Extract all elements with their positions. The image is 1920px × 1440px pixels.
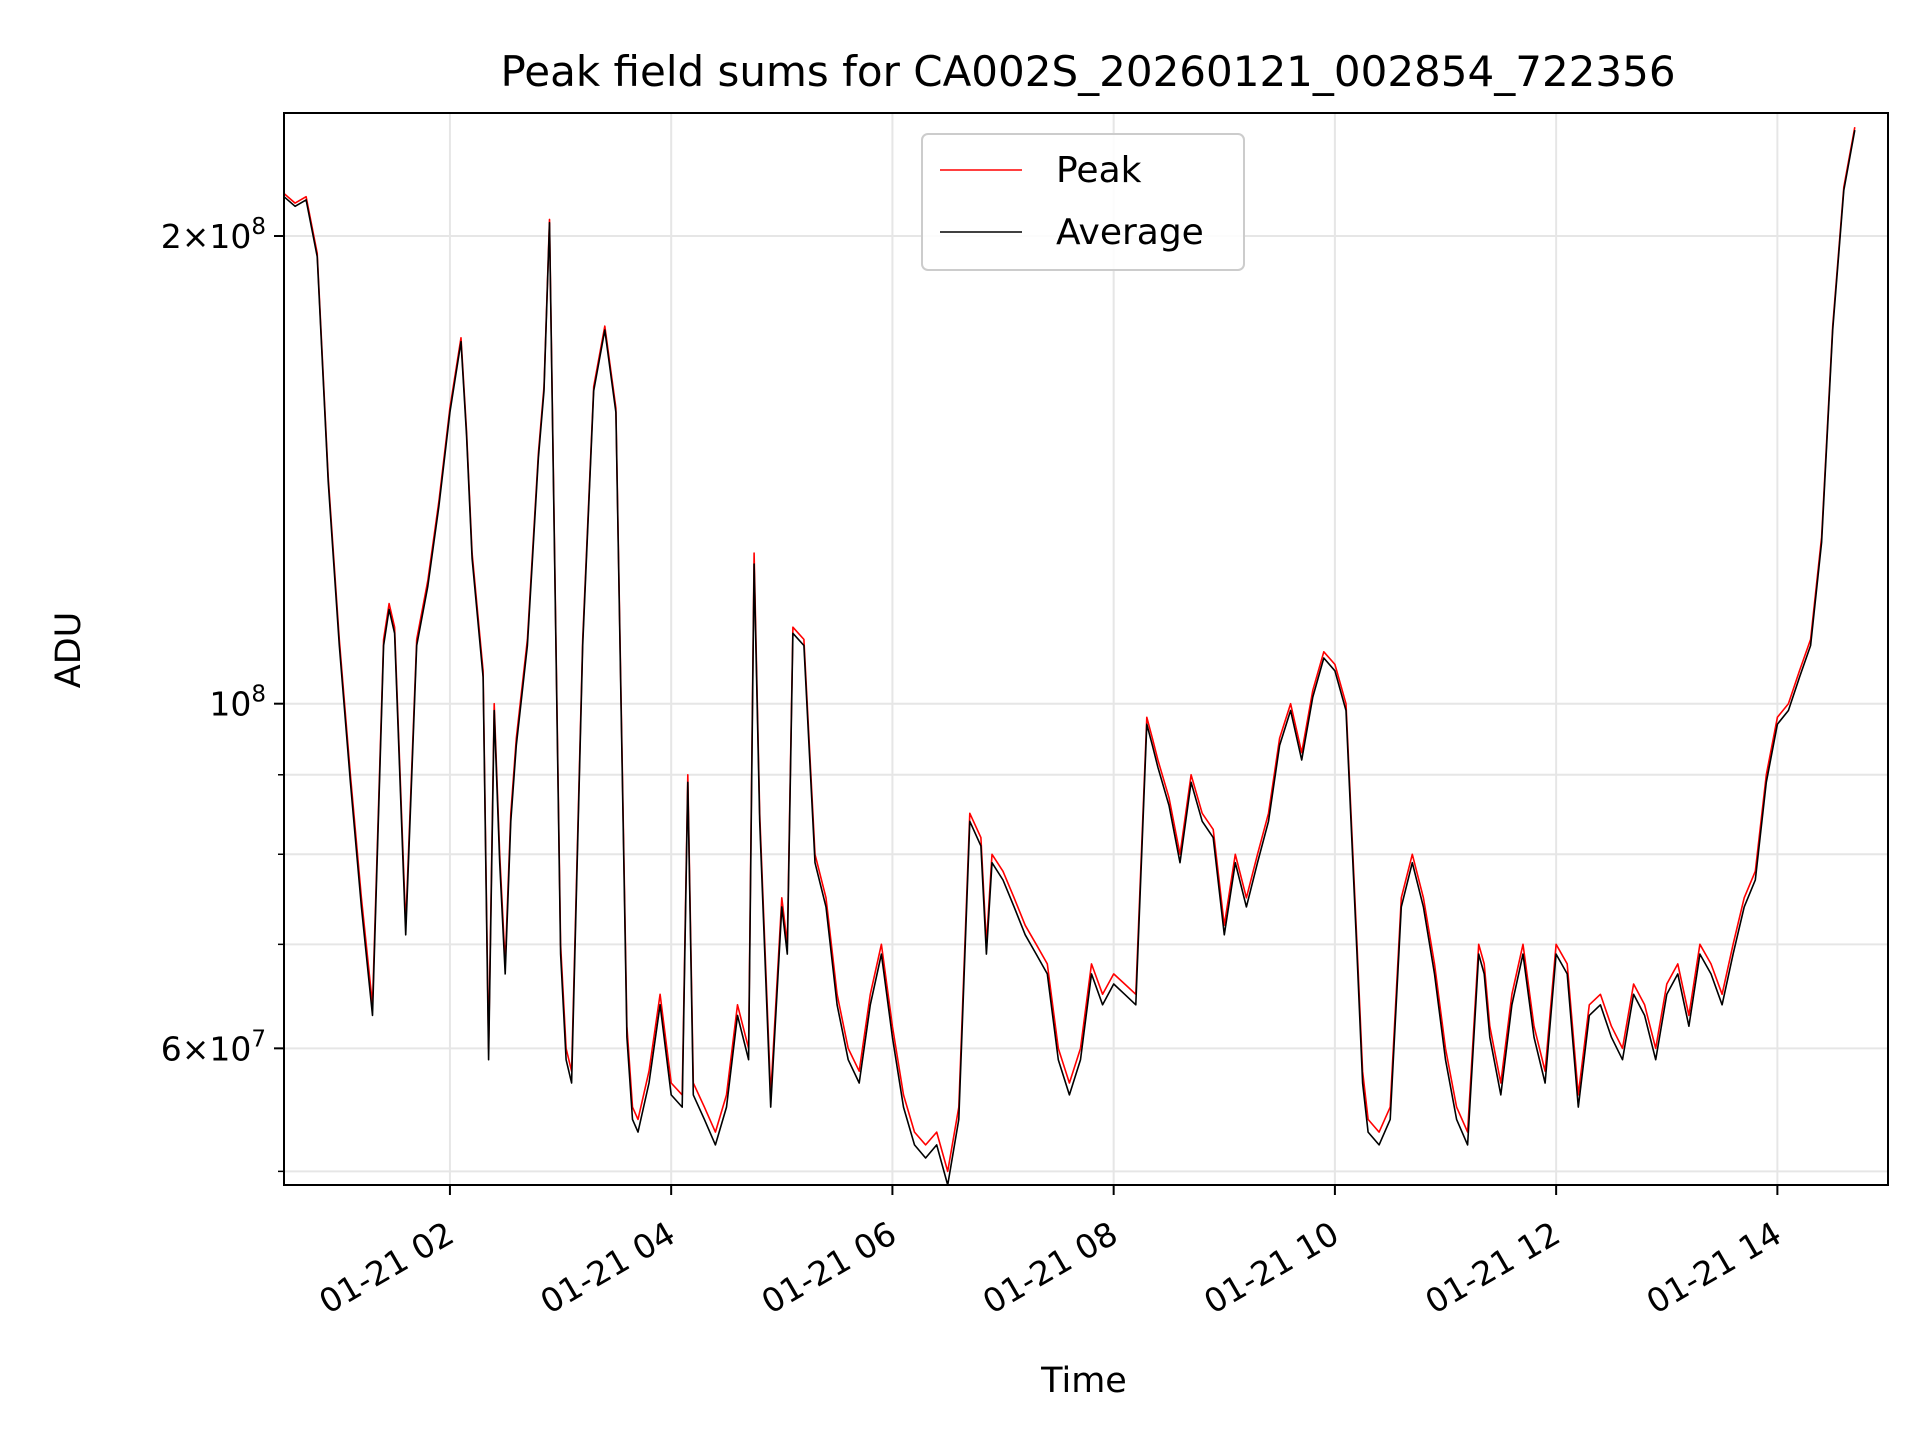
y-tick-label: 2×108 (161, 214, 266, 256)
legend-average-label: Average (1056, 212, 1204, 253)
y-tick-label: 108 (209, 682, 266, 724)
series-layer (283, 127, 1856, 1186)
grid (284, 113, 1888, 1185)
legend-box (921, 133, 1245, 271)
y-tick-label: 6×107 (161, 1026, 266, 1068)
x-axis-title: Time (1040, 1361, 1127, 1401)
y-axis: 2×108 108 6×107 (161, 214, 284, 1173)
series-line-average (283, 129, 1856, 1186)
legend: Peak Average (921, 133, 1245, 271)
chart-title: Peak field sums for CA002S_20260121_0028… (500, 47, 1675, 96)
y-axis-title: ADU (49, 612, 89, 689)
legend-peak-label: Peak (1056, 150, 1142, 191)
plot-frame (283, 112, 1889, 1186)
